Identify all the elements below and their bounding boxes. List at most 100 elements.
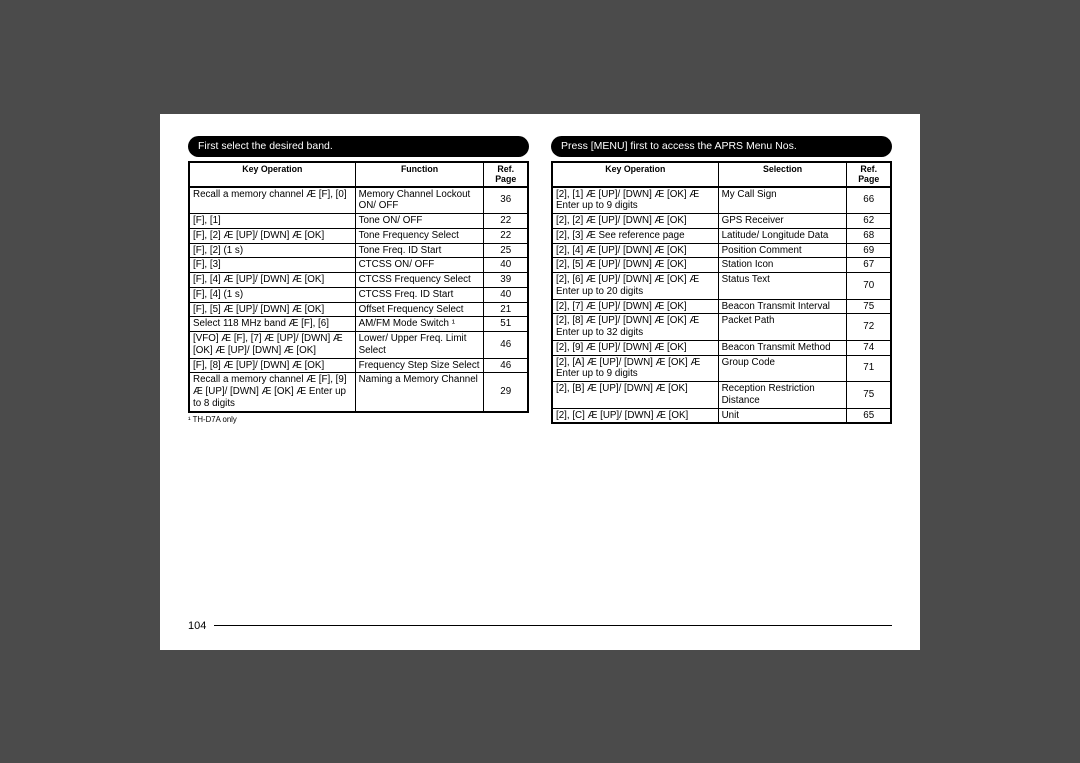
- key-operation-cell: [F], [1]: [189, 214, 355, 229]
- function-cell: Packet Path: [718, 314, 847, 341]
- function-cell: Offset Frequency Select: [355, 302, 484, 317]
- table-row: [2], [8] Æ [UP]/ [DWN] Æ [OK] Æ Enter up…: [552, 314, 891, 341]
- ref-page-cell: 46: [484, 358, 528, 373]
- ref-page-cell: 72: [847, 314, 891, 341]
- ref-page-cell: 67: [847, 258, 891, 273]
- table-row: [F], [5] Æ [UP]/ [DWN] Æ [OK]Offset Freq…: [189, 302, 528, 317]
- table-row: [2], [4] Æ [UP]/ [DWN] Æ [OK]Position Co…: [552, 243, 891, 258]
- ref-page-cell: 36: [484, 187, 528, 214]
- function-cell: Beacon Transmit Method: [718, 340, 847, 355]
- function-cell: Lower/ Upper Freq. Limit Select: [355, 332, 484, 359]
- ref-page-cell: 29: [484, 373, 528, 412]
- manual-page: First select the desired band. Key Opera…: [160, 114, 920, 650]
- key-operation-cell: [VFO] Æ [F], [7] Æ [UP]/ [DWN] Æ [OK] Æ …: [189, 332, 355, 359]
- function-cell: Position Comment: [718, 243, 847, 258]
- key-operation-cell: [F], [4] (1 s): [189, 287, 355, 302]
- key-operation-cell: [F], [4] Æ [UP]/ [DWN] Æ [OK]: [189, 273, 355, 288]
- function-cell: Status Text: [718, 273, 847, 300]
- ref-page-cell: 65: [847, 408, 891, 423]
- ref-page-cell: 68: [847, 228, 891, 243]
- table-row: [F], [3]CTCSS ON/ OFF40: [189, 258, 528, 273]
- function-cell: Unit: [718, 408, 847, 423]
- ref-page-cell: 75: [847, 299, 891, 314]
- table-row: Recall a memory channel Æ [F], [0]Memory…: [189, 187, 528, 214]
- table-header: Key Operation: [552, 162, 718, 187]
- key-operation-cell: [2], [6] Æ [UP]/ [DWN] Æ [OK] Æ Enter up…: [552, 273, 718, 300]
- function-cell: Beacon Transmit Interval: [718, 299, 847, 314]
- page-rule: [214, 625, 892, 626]
- function-cell: Latitude/ Longitude Data: [718, 228, 847, 243]
- ref-page-cell: 22: [484, 214, 528, 229]
- table-row: [2], [1] Æ [UP]/ [DWN] Æ [OK] Æ Enter up…: [552, 187, 891, 214]
- function-cell: GPS Receiver: [718, 214, 847, 229]
- ref-page-cell: 69: [847, 243, 891, 258]
- table-row: [2], [3] Æ See reference pageLatitude/ L…: [552, 228, 891, 243]
- table-row: [VFO] Æ [F], [7] Æ [UP]/ [DWN] Æ [OK] Æ …: [189, 332, 528, 359]
- table-header: Ref.Page: [847, 162, 891, 187]
- key-operation-cell: [F], [2] (1 s): [189, 243, 355, 258]
- key-operation-cell: [2], [4] Æ [UP]/ [DWN] Æ [OK]: [552, 243, 718, 258]
- key-operation-cell: [2], [3] Æ See reference page: [552, 228, 718, 243]
- ref-page-cell: 21: [484, 302, 528, 317]
- key-operation-cell: [2], [7] Æ [UP]/ [DWN] Æ [OK]: [552, 299, 718, 314]
- key-operation-cell: [F], [5] Æ [UP]/ [DWN] Æ [OK]: [189, 302, 355, 317]
- table-row: Select 118 MHz band Æ [F], [6]AM/FM Mode…: [189, 317, 528, 332]
- key-operation-cell: Recall a memory channel Æ [F], [9] Æ [UP…: [189, 373, 355, 412]
- table-row: Recall a memory channel Æ [F], [9] Æ [UP…: [189, 373, 528, 412]
- key-operation-cell: [2], [5] Æ [UP]/ [DWN] Æ [OK]: [552, 258, 718, 273]
- left-table: Key OperationFunctionRef.PageRecall a me…: [188, 161, 529, 413]
- key-operation-cell: [F], [2] Æ [UP]/ [DWN] Æ [OK]: [189, 228, 355, 243]
- right-column: Press [MENU] first to access the APRS Me…: [551, 136, 892, 425]
- ref-page-cell: 40: [484, 258, 528, 273]
- key-operation-cell: [2], [2] Æ [UP]/ [DWN] Æ [OK]: [552, 214, 718, 229]
- ref-page-cell: 46: [484, 332, 528, 359]
- table-row: [2], [7] Æ [UP]/ [DWN] Æ [OK]Beacon Tran…: [552, 299, 891, 314]
- function-cell: Tone Frequency Select: [355, 228, 484, 243]
- ref-page-cell: 22: [484, 228, 528, 243]
- key-operation-cell: Select 118 MHz band Æ [F], [6]: [189, 317, 355, 332]
- ref-page-cell: 51: [484, 317, 528, 332]
- table-header: Ref.Page: [484, 162, 528, 187]
- ref-page-cell: 25: [484, 243, 528, 258]
- function-cell: Memory Channel Lockout ON/ OFF: [355, 187, 484, 214]
- key-operation-cell: [F], [3]: [189, 258, 355, 273]
- table-row: [2], [A] Æ [UP]/ [DWN] Æ [OK] Æ Enter up…: [552, 355, 891, 382]
- table-row: [2], [6] Æ [UP]/ [DWN] Æ [OK] Æ Enter up…: [552, 273, 891, 300]
- function-cell: Frequency Step Size Select: [355, 358, 484, 373]
- key-operation-cell: [2], [8] Æ [UP]/ [DWN] Æ [OK] Æ Enter up…: [552, 314, 718, 341]
- key-operation-cell: Recall a memory channel Æ [F], [0]: [189, 187, 355, 214]
- left-column: First select the desired band. Key Opera…: [188, 136, 529, 425]
- table-row: [2], [9] Æ [UP]/ [DWN] Æ [OK]Beacon Tran…: [552, 340, 891, 355]
- right-table: Key OperationSelectionRef.Page[2], [1] Æ…: [551, 161, 892, 425]
- table-row: [F], [8] Æ [UP]/ [DWN] Æ [OK]Frequency S…: [189, 358, 528, 373]
- key-operation-cell: [F], [8] Æ [UP]/ [DWN] Æ [OK]: [189, 358, 355, 373]
- left-banner: First select the desired band.: [188, 136, 529, 157]
- key-operation-cell: [2], [C] Æ [UP]/ [DWN] Æ [OK]: [552, 408, 718, 423]
- right-banner: Press [MENU] first to access the APRS Me…: [551, 136, 892, 157]
- function-cell: Station Icon: [718, 258, 847, 273]
- table-row: [F], [2] (1 s)Tone Freq. ID Start25: [189, 243, 528, 258]
- ref-page-cell: 74: [847, 340, 891, 355]
- ref-page-cell: 71: [847, 355, 891, 382]
- function-cell: AM/FM Mode Switch ¹: [355, 317, 484, 332]
- key-operation-cell: [2], [B] Æ [UP]/ [DWN] Æ [OK]: [552, 382, 718, 409]
- ref-page-cell: 39: [484, 273, 528, 288]
- function-cell: CTCSS Freq. ID Start: [355, 287, 484, 302]
- table-row: [F], [4] (1 s)CTCSS Freq. ID Start40: [189, 287, 528, 302]
- table-row: [2], [2] Æ [UP]/ [DWN] Æ [OK]GPS Receive…: [552, 214, 891, 229]
- table-row: [2], [B] Æ [UP]/ [DWN] Æ [OK]Reception R…: [552, 382, 891, 409]
- key-operation-cell: [2], [1] Æ [UP]/ [DWN] Æ [OK] Æ Enter up…: [552, 187, 718, 214]
- table-row: [2], [5] Æ [UP]/ [DWN] Æ [OK]Station Ico…: [552, 258, 891, 273]
- function-cell: CTCSS ON/ OFF: [355, 258, 484, 273]
- key-operation-cell: [2], [A] Æ [UP]/ [DWN] Æ [OK] Æ Enter up…: [552, 355, 718, 382]
- table-header: Key Operation: [189, 162, 355, 187]
- function-cell: Tone Freq. ID Start: [355, 243, 484, 258]
- ref-page-cell: 40: [484, 287, 528, 302]
- table-row: [F], [1]Tone ON/ OFF22: [189, 214, 528, 229]
- ref-page-cell: 66: [847, 187, 891, 214]
- table-header: Function: [355, 162, 484, 187]
- table-row: [2], [C] Æ [UP]/ [DWN] Æ [OK]Unit65: [552, 408, 891, 423]
- function-cell: Reception Restriction Distance: [718, 382, 847, 409]
- content-columns: First select the desired band. Key Opera…: [188, 136, 892, 425]
- ref-page-cell: 62: [847, 214, 891, 229]
